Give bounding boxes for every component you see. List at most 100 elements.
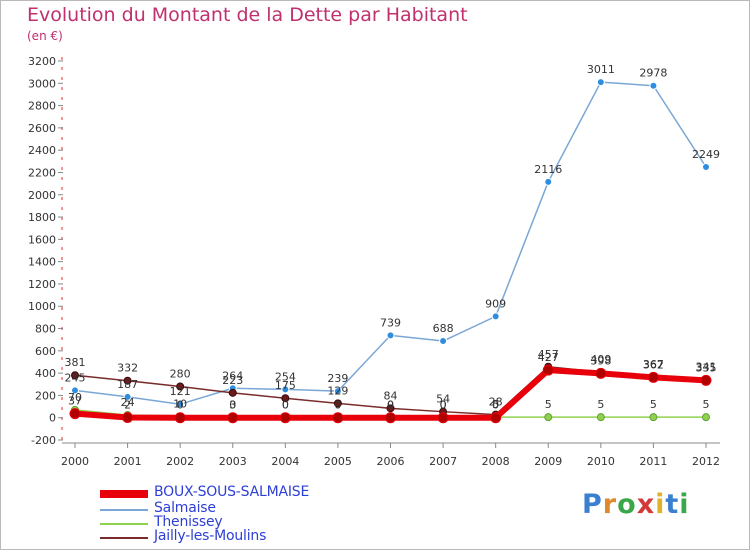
series-line-salmaise xyxy=(74,81,707,405)
y-tick-label: 1200 xyxy=(28,278,56,291)
data-point-boux xyxy=(279,412,291,424)
data-point-salmaise xyxy=(596,78,605,87)
data-label-boux: 362 xyxy=(643,358,664,371)
legend-swatch-boux xyxy=(100,490,148,498)
data-label-salmaise: 187 xyxy=(117,378,138,391)
data-point-jailly xyxy=(281,394,290,403)
logo-letter: P xyxy=(582,489,603,520)
data-point-boux xyxy=(174,412,186,424)
y-tick-label: 200 xyxy=(35,389,56,402)
legend-label-thenissey: Thenissey xyxy=(154,514,223,530)
chart-title: Evolution du Montant de la Dette par Hab… xyxy=(27,4,468,26)
x-tick-label: 2009 xyxy=(534,455,562,468)
data-label-salmaise: 2249 xyxy=(692,148,720,161)
y-tick-label: 1000 xyxy=(28,300,56,313)
data-label-salmaise: 254 xyxy=(275,370,296,383)
x-tick-label: 2007 xyxy=(429,455,457,468)
data-point-thenissey xyxy=(702,413,710,422)
logo-letter: x xyxy=(636,489,656,520)
y-tick-label: 0 xyxy=(49,412,56,425)
data-label-boux: 0 xyxy=(387,399,394,412)
data-label-salmaise: 909 xyxy=(485,297,506,310)
data-label-boux: 427 xyxy=(538,351,559,364)
y-tick-label: 2600 xyxy=(28,122,56,135)
data-label-boux: 37 xyxy=(68,395,82,408)
data-label-salmaise: 121 xyxy=(170,385,191,398)
legend-label-salmaise: Salmaise xyxy=(154,500,216,516)
data-point-salmaise xyxy=(71,386,79,395)
logo-letter: i xyxy=(679,489,690,520)
data-label-boux: 2 xyxy=(124,398,131,411)
data-point-salmaise xyxy=(649,81,658,90)
data-label-salmaise: 2116 xyxy=(534,163,562,176)
y-tick-label: 2200 xyxy=(28,166,56,179)
data-point-jailly xyxy=(176,382,185,391)
y-tick-label: 800 xyxy=(35,323,56,336)
data-label-salmaise: 239 xyxy=(327,372,348,385)
data-label-boux: 0 xyxy=(177,399,184,412)
data-point-boux xyxy=(542,364,554,376)
data-point-boux xyxy=(700,374,712,386)
y-tick-label: 400 xyxy=(35,367,56,380)
data-label-jailly: 341 xyxy=(696,361,717,374)
y-tick-label: 3000 xyxy=(28,77,56,90)
y-tick-label: -200 xyxy=(31,434,56,447)
x-tick-label: 2008 xyxy=(482,455,510,468)
legend-swatch-thenissey xyxy=(100,523,148,525)
y-tick-label: 2000 xyxy=(28,189,56,202)
x-tick-label: 2006 xyxy=(377,455,405,468)
y-tick-label: 600 xyxy=(35,345,56,358)
data-label-thenissey: 0 xyxy=(334,399,341,412)
data-label-thenissey: 0 xyxy=(387,399,394,412)
data-label-jailly: 28 xyxy=(489,396,503,409)
data-label-thenissey: 70 xyxy=(68,391,82,404)
data-point-boux xyxy=(647,371,659,383)
data-point-salmaise xyxy=(281,385,290,394)
data-label-jailly: 84 xyxy=(384,389,398,402)
data-label-thenissey: 24 xyxy=(121,396,135,409)
x-tick-label: 2011 xyxy=(639,455,667,468)
data-point-boux xyxy=(437,412,449,424)
data-point-jailly xyxy=(71,371,79,380)
x-tick-label: 2004 xyxy=(271,455,299,468)
data-point-salmaise xyxy=(702,163,710,172)
data-label-jailly: 457 xyxy=(538,348,559,361)
data-point-thenissey xyxy=(544,413,553,422)
data-point-salmaise xyxy=(491,312,500,321)
data-point-jailly xyxy=(333,399,342,408)
legend-swatch-jailly xyxy=(100,537,148,539)
data-label-boux: 0 xyxy=(334,399,341,412)
data-label-boux: 0 xyxy=(229,399,236,412)
logo-letter: r xyxy=(602,489,618,520)
y-tick-label: 1600 xyxy=(28,233,56,246)
y-tick-label: 2400 xyxy=(28,144,56,157)
data-label-thenissey: 5 xyxy=(597,398,604,411)
data-point-salmaise xyxy=(386,331,395,340)
legend-label-boux: BOUX-SOUS-SALMAISE xyxy=(154,484,310,500)
logo-letter: t xyxy=(665,489,680,520)
data-label-thenissey: 5 xyxy=(703,398,710,411)
data-point-boux xyxy=(595,367,607,379)
data-point-salmaise xyxy=(544,177,553,186)
data-label-boux: 0 xyxy=(440,399,447,412)
y-tick-label: 3200 xyxy=(28,55,56,68)
data-point-boux xyxy=(490,412,502,424)
data-label-salmaise: 245 xyxy=(65,371,86,384)
data-point-boux xyxy=(227,412,239,424)
data-label-salmaise: 2978 xyxy=(639,67,667,80)
data-label-boux: 0 xyxy=(492,399,499,412)
data-point-boux xyxy=(385,412,396,424)
data-point-jailly xyxy=(386,404,395,413)
data-label-thenissey: 3 xyxy=(229,398,236,411)
logo-letter: i xyxy=(655,489,666,520)
data-label-salmaise: 739 xyxy=(380,316,401,329)
data-label-boux: 335 xyxy=(696,361,717,374)
data-label-thenissey: 5 xyxy=(492,398,499,411)
data-label-thenissey: 5 xyxy=(545,398,552,411)
logo-letter: o xyxy=(617,489,637,520)
data-label-jailly: 367 xyxy=(643,358,664,371)
data-point-jailly xyxy=(123,376,132,385)
data-point-thenissey xyxy=(596,413,605,422)
